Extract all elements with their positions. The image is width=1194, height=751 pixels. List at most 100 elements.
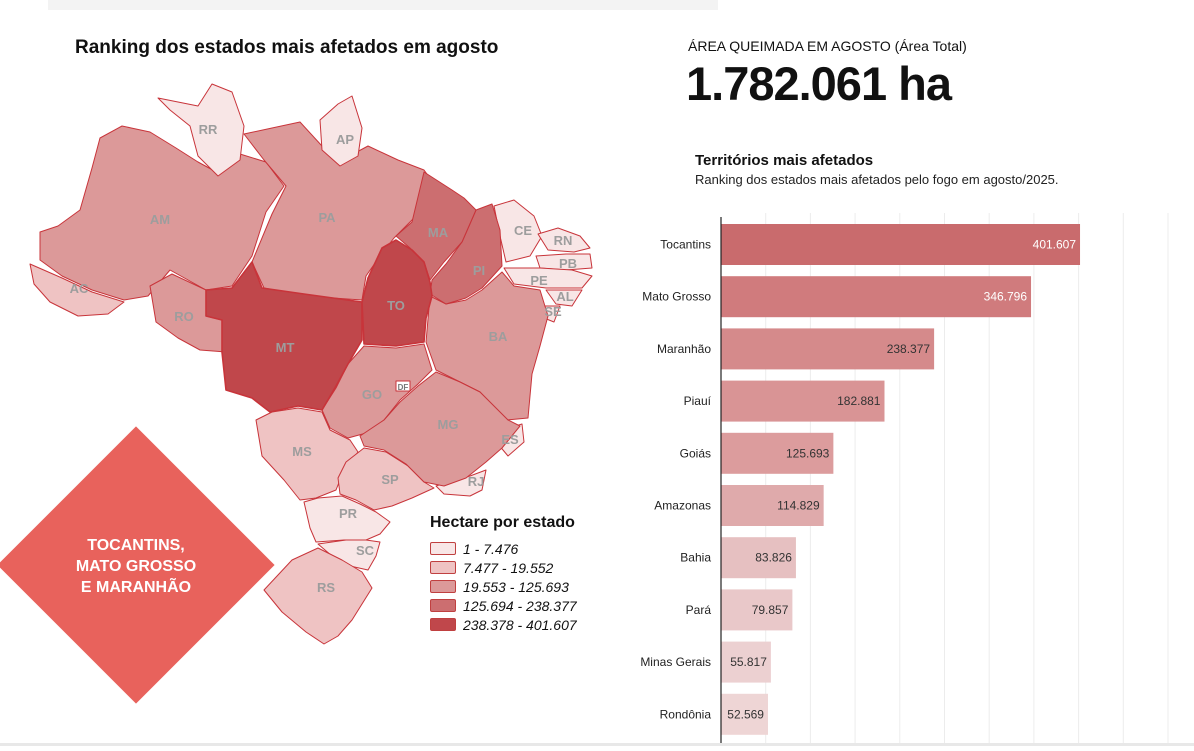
state-label-df: DF — [398, 383, 409, 392]
category-label: Maranhão — [657, 342, 711, 356]
legend-item: 238.378 - 401.607 — [430, 615, 577, 634]
value-label: 401.607 — [1033, 238, 1077, 252]
category-label: Piauí — [684, 394, 712, 408]
value-label: 125.693 — [786, 446, 830, 460]
highlight-line-2: MATO GROSSO — [75, 558, 197, 575]
chart-subtitle: Ranking dos estados mais afetados pelo f… — [695, 172, 1059, 187]
state-label-al: AL — [556, 289, 573, 304]
category-label: Amazonas — [654, 499, 711, 513]
highlight-line-3: E MARANHÃO — [80, 579, 192, 596]
category-label: Bahia — [680, 551, 711, 565]
bar — [721, 589, 793, 631]
legend-item: 19.553 - 125.693 — [430, 577, 577, 596]
state-label-pi: PI — [473, 263, 485, 278]
bar — [721, 380, 885, 422]
bar-chart: Tocantins 401.607 Mato Grosso 346.796 Maranh… — [640, 213, 1169, 746]
state-al — [545, 289, 583, 307]
bar — [721, 641, 771, 683]
bar — [721, 276, 1032, 318]
top-strip — [48, 0, 718, 10]
state-label-sc: SC — [356, 543, 375, 558]
chart-title: Territórios mais afetados — [695, 152, 874, 169]
state-label-es: ES — [501, 432, 519, 447]
state-ac — [29, 263, 125, 317]
state-df — [395, 380, 411, 392]
value-label: 79.857 — [752, 603, 789, 617]
value-label: 182.881 — [837, 394, 881, 408]
state-mt — [205, 261, 363, 413]
legend-item: 125.694 - 238.377 — [430, 596, 577, 615]
value-label: 114.829 — [777, 499, 820, 513]
state-label-rj: RJ — [468, 474, 485, 489]
value-label: 55.817 — [730, 655, 767, 669]
burned-area-label: ÁREA QUEIMADA EM AGOSTO (Área Total) — [688, 38, 967, 54]
state-rs — [263, 547, 373, 645]
bar — [721, 485, 824, 526]
state-pe — [503, 267, 593, 289]
legend-item: 1 - 7.476 — [430, 539, 577, 558]
bar — [721, 537, 796, 579]
legend-label: 7.477 - 19.552 — [463, 559, 554, 576]
value-label: 52.569 — [727, 707, 764, 721]
legend-label: 1 - 7.476 — [463, 540, 519, 557]
state-label-sp: SP — [381, 472, 399, 487]
state-label-am: AM — [150, 212, 170, 227]
category-label: Goiás — [680, 446, 711, 460]
category-label: Minas Gerais — [640, 655, 711, 669]
value-label: 346.796 — [984, 290, 1028, 304]
legend-item: 7.477 - 19.552 — [430, 558, 577, 577]
state-label-ma: MA — [428, 225, 449, 240]
burned-area-value: 1.782.061 ha — [686, 57, 952, 110]
state-pr — [303, 495, 391, 543]
legend-swatch — [430, 580, 456, 593]
state-label-pb: PB — [559, 256, 577, 271]
state-rr — [157, 83, 245, 177]
state-ap — [319, 95, 363, 167]
category-label: Rondônia — [660, 707, 712, 721]
state-label-pe: PE — [530, 273, 548, 288]
highlight-line-1: TOCANTINS, — [87, 537, 185, 554]
map-title: Ranking dos estados mais afetados em ago… — [75, 37, 499, 58]
legend-title: Hectare por estado — [430, 514, 575, 531]
state-to — [361, 239, 433, 347]
legend-swatch — [430, 618, 456, 631]
state-label-go: GO — [362, 387, 382, 402]
state-label-mg: MG — [438, 417, 459, 432]
legend-label: 125.694 - 238.377 — [463, 597, 577, 614]
state-mg — [359, 371, 521, 487]
state-label-ro: RO — [174, 309, 194, 324]
state-label-ms: MS — [292, 444, 312, 459]
legend-swatch — [430, 561, 456, 574]
state-ba — [425, 271, 549, 421]
legend-swatch — [430, 599, 456, 612]
value-label: 83.826 — [755, 551, 792, 565]
state-label-ba: BA — [489, 329, 508, 344]
bar — [721, 693, 768, 735]
state-go — [321, 343, 433, 439]
state-label-rn: RN — [554, 233, 573, 248]
state-am — [39, 125, 285, 301]
bar — [721, 328, 935, 370]
brazil-map: RR AP AM PA MA CE RN PB PI PE AL SE AC RO TO MT BA GO DF MG… — [29, 83, 593, 645]
legend-label: 238.378 - 401.607 — [463, 616, 577, 633]
category-label: Mato Grosso — [642, 290, 711, 304]
value-label: 238.377 — [887, 342, 931, 356]
state-label-ce: CE — [514, 223, 532, 238]
legend-label: 19.553 - 125.693 — [463, 578, 569, 595]
state-label-ap: AP — [336, 132, 354, 147]
legend-swatch — [430, 542, 456, 555]
bar — [721, 432, 834, 474]
bottom-rule — [0, 743, 1194, 746]
category-label: Pará — [686, 603, 712, 617]
bar — [721, 224, 1081, 265]
highlight-text: TOCANTINS, MATO GROSSO E MARANHÃO — [36, 535, 236, 598]
state-label-rr: RR — [199, 122, 218, 137]
state-label-pr: PR — [339, 506, 358, 521]
category-label: Tocantins — [660, 238, 711, 252]
state-sp — [337, 447, 435, 511]
state-label-rs: RS — [317, 580, 335, 595]
state-label-pa: PA — [318, 210, 336, 225]
state-label-ac: AC — [70, 281, 89, 296]
state-label-mt: MT — [276, 340, 295, 355]
